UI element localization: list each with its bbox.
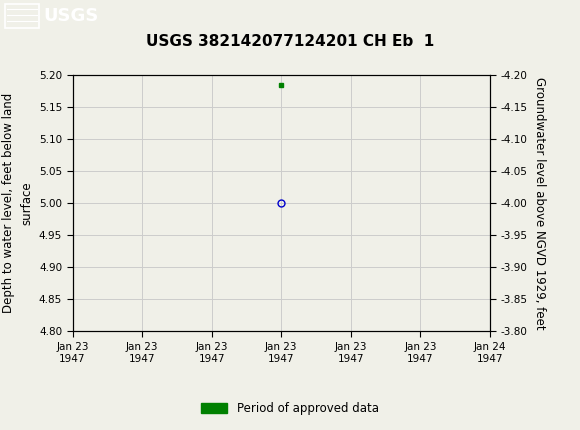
Text: USGS: USGS xyxy=(44,7,99,25)
Y-axis label: Depth to water level, feet below land
surface: Depth to water level, feet below land su… xyxy=(2,93,33,313)
Y-axis label: Groundwater level above NGVD 1929, feet: Groundwater level above NGVD 1929, feet xyxy=(533,77,546,329)
Text: USGS 382142077124201 CH Eb  1: USGS 382142077124201 CH Eb 1 xyxy=(146,34,434,49)
Legend: Period of approved data: Period of approved data xyxy=(197,397,383,420)
